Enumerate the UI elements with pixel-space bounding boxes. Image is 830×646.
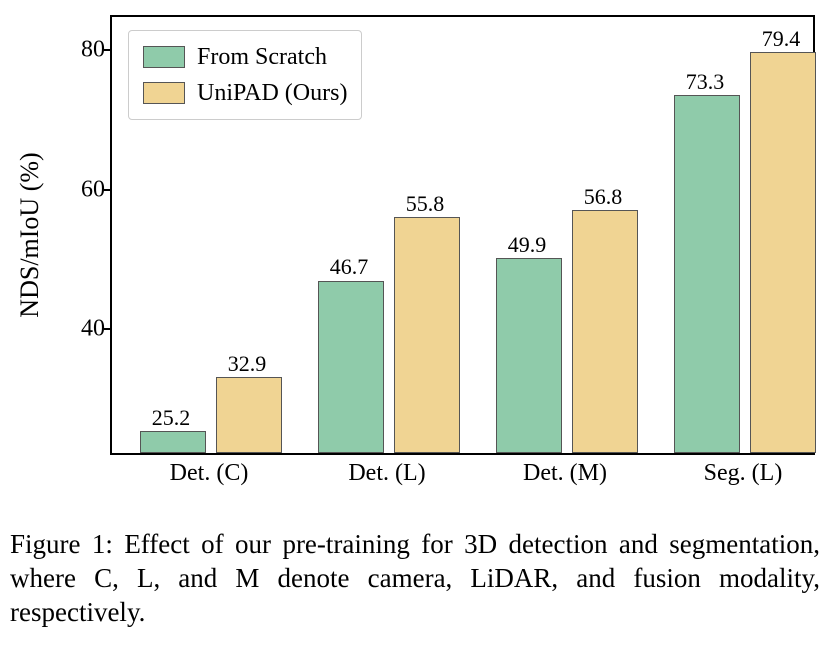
x-tick-label: Det. (C) (170, 460, 249, 487)
bar-value-label: 56.8 (584, 184, 623, 210)
legend-label: From Scratch (197, 39, 327, 75)
figure-caption: Figure 1: Effect of our pre-training for… (10, 528, 820, 629)
x-tick-label: Det. (M) (523, 460, 607, 487)
bar (140, 431, 206, 453)
y-tick-mark (104, 49, 110, 51)
bar (394, 217, 460, 453)
x-tick-label: Det. (L) (348, 460, 425, 487)
legend-label: UniPAD (Ours) (197, 75, 347, 111)
caption-text: Effect of our pre-training for 3D detect… (10, 529, 820, 627)
bar (318, 281, 384, 454)
y-tick-label: 80 (65, 36, 105, 63)
bar (572, 210, 638, 453)
bar-value-label: 32.9 (228, 351, 267, 377)
y-tick-mark (104, 328, 110, 330)
bar-value-label: 25.2 (152, 405, 191, 431)
legend-swatch (143, 46, 185, 68)
x-tick-label: Seg. (L) (704, 460, 783, 487)
bar (674, 95, 740, 453)
legend-item: UniPAD (Ours) (143, 75, 347, 111)
bar (750, 52, 816, 453)
bar (496, 258, 562, 453)
chart-container: NDS/mIoU (%) From ScratchUniPAD (Ours) 4… (0, 0, 830, 520)
bar-value-label: 55.8 (406, 191, 445, 217)
legend: From ScratchUniPAD (Ours) (128, 30, 362, 120)
bar-value-label: 79.4 (762, 26, 801, 52)
bar-value-label: 46.7 (330, 254, 369, 280)
bar-value-label: 49.9 (508, 232, 547, 258)
legend-swatch (143, 82, 185, 104)
y-tick-label: 40 (65, 316, 105, 343)
bar-value-label: 73.3 (686, 69, 725, 95)
bar (216, 377, 282, 453)
y-axis-label: NDS/mIoU (%) (15, 152, 45, 317)
y-tick-mark (104, 189, 110, 191)
caption-prefix: Figure 1: (10, 529, 113, 559)
legend-item: From Scratch (143, 39, 347, 75)
y-tick-label: 60 (65, 176, 105, 203)
